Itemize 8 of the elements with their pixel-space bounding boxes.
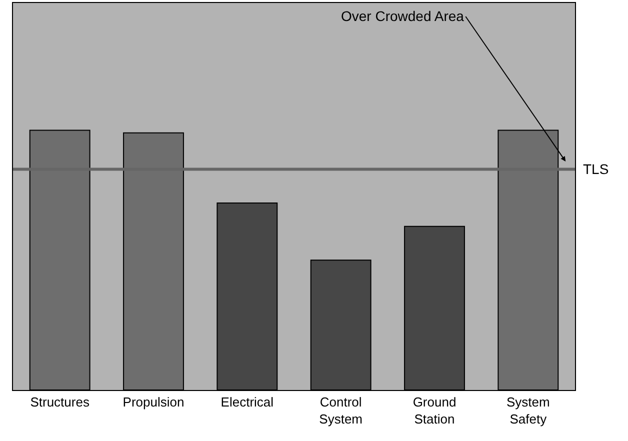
text: Over Crowded Area — [341, 8, 464, 24]
ref-line-label: TLS — [583, 161, 609, 177]
x-tick-label: System Safety — [506, 394, 550, 426]
x-tick-label: Control System — [319, 394, 362, 426]
x-tick-label: Ground Station — [412, 394, 456, 426]
x-tick-label: Propulsion — [122, 394, 184, 410]
x-tick-label: Structures — [30, 394, 90, 410]
x-tick-label: Electrical — [220, 394, 274, 410]
